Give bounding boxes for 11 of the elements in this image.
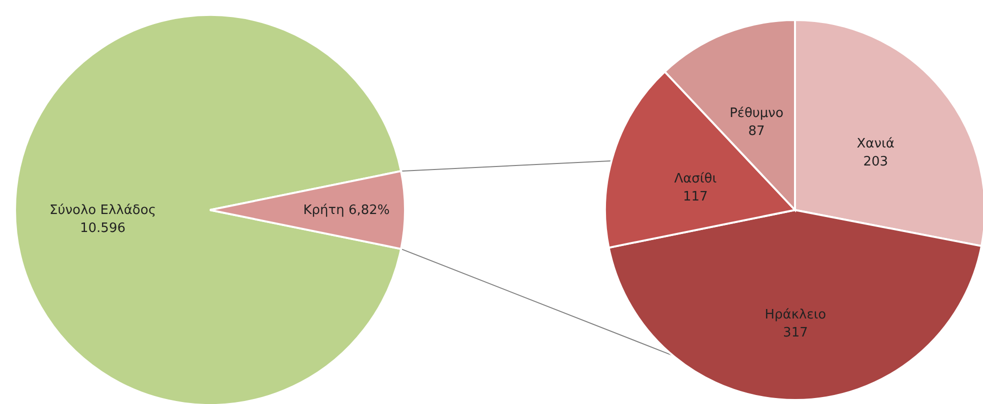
slice-label: Κρήτη 6,82%	[303, 203, 390, 218]
data-label: 87	[748, 124, 765, 139]
slice-label: Ρέθυμνο	[730, 106, 784, 121]
slice-label: Σύνολο Ελλάδος	[50, 203, 156, 218]
data-label: 203	[863, 154, 888, 170]
slice-label: Χανιά	[856, 136, 894, 152]
slice-label: Λασίθι	[674, 171, 717, 186]
slice-label: Ηράκλειο	[764, 308, 826, 322]
data-label: 117	[683, 189, 708, 204]
data-label: 10.596	[80, 221, 126, 236]
data-label: 317	[783, 326, 808, 340]
